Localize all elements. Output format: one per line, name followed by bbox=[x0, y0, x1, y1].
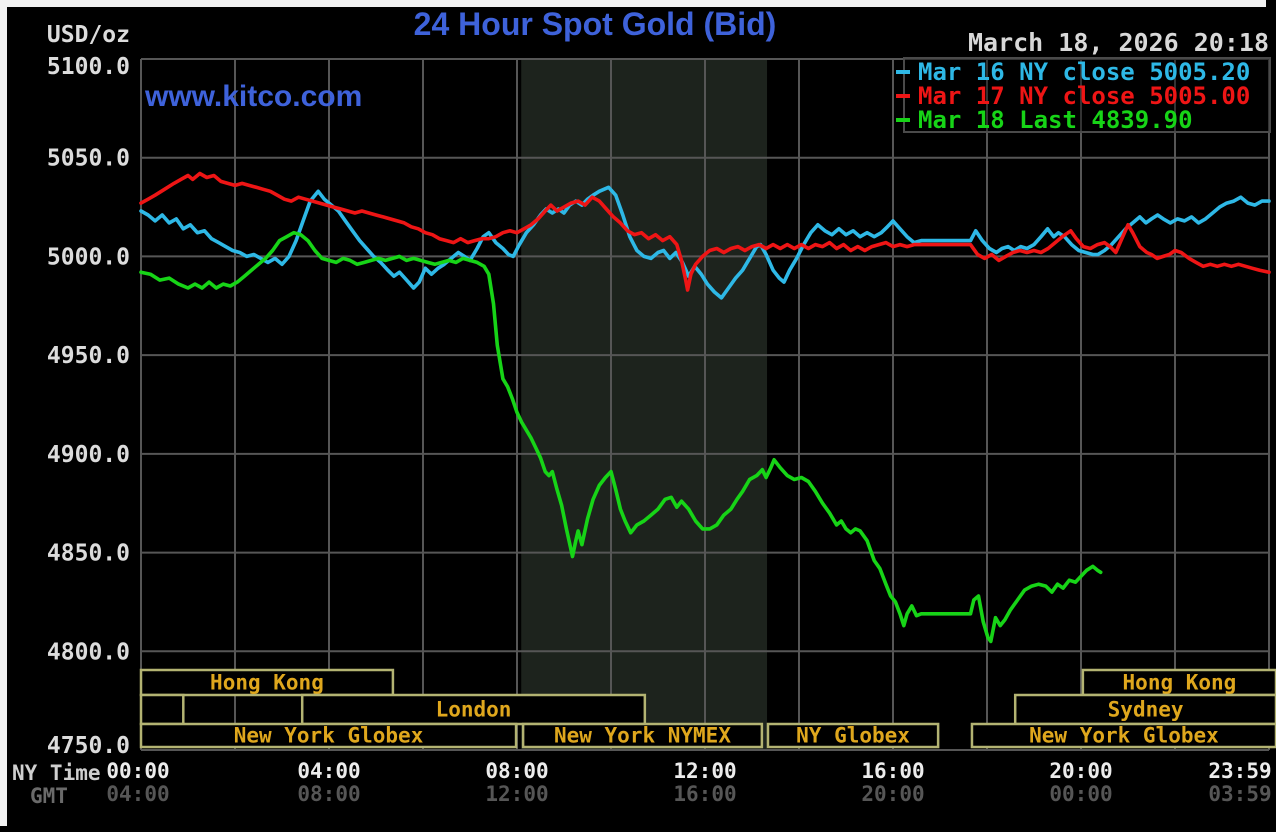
gmt-tick: 04:00 bbox=[106, 782, 169, 806]
session-label: London bbox=[436, 698, 512, 722]
y-tick-label: 4900.0 bbox=[47, 442, 130, 468]
ny-time-tick: 20:00 bbox=[1049, 759, 1112, 783]
gmt-tick: 12:00 bbox=[485, 782, 548, 806]
session-label: New York Globex bbox=[234, 724, 424, 748]
gmt-tick: 16:00 bbox=[673, 782, 736, 806]
gmt-axis-label: GMT bbox=[30, 784, 68, 808]
legend-label: Mar 18 Last 4839.90 bbox=[918, 106, 1193, 134]
legend-line-marker-red bbox=[896, 94, 910, 98]
legend-item-mar17: Mar 17 NY close 5005.00 bbox=[896, 84, 1269, 108]
y-tick-label: 4750.0 bbox=[47, 733, 130, 759]
y-axis-unit-label: USD/oz bbox=[46, 22, 130, 48]
gmt-tick: 03:59 bbox=[1208, 782, 1271, 806]
chart-title: 24 Hour Spot Gold (Bid) bbox=[413, 6, 777, 42]
session-box-london bbox=[300, 693, 647, 726]
session-label: Hong Kong bbox=[210, 671, 324, 695]
session-label: Hong Kong bbox=[1123, 671, 1237, 695]
gmt-tick: 08:00 bbox=[297, 782, 360, 806]
legend-line-marker-green bbox=[896, 118, 910, 122]
ny-time-tick: 12:00 bbox=[673, 759, 736, 783]
y-tick-label: 4850.0 bbox=[47, 541, 130, 567]
ny-time-tick: 08:00 bbox=[485, 759, 548, 783]
y-tick-label: 5050.0 bbox=[47, 146, 130, 172]
price-series-mar-18-last bbox=[139, 230, 1103, 644]
session-label: NY Globex bbox=[796, 724, 910, 748]
session-box-new-york-nymex bbox=[521, 722, 764, 749]
nymex-session-shade bbox=[521, 59, 768, 750]
price-series-mar-17-ny-close bbox=[139, 171, 1271, 292]
session-box-ny-globex bbox=[766, 722, 940, 749]
gmt-tick: 20:00 bbox=[861, 782, 924, 806]
ny-time-tick: 16:00 bbox=[861, 759, 924, 783]
page-frame-top bbox=[0, 0, 1266, 7]
ny-time-axis-label: NY Time bbox=[12, 761, 101, 785]
session-box-overnight bbox=[139, 693, 185, 726]
y-tick-label: 5100.0 bbox=[47, 54, 130, 80]
legend-box: Mar 16 NY close 5005.20 Mar 17 NY close … bbox=[896, 57, 1271, 133]
legend-label: Mar 17 NY close 5005.00 bbox=[918, 82, 1251, 110]
y-tick-label: 4950.0 bbox=[47, 343, 130, 369]
session-box-new-york-globex bbox=[139, 722, 518, 749]
y-tick-label: 4800.0 bbox=[47, 639, 130, 665]
page-frame-left bbox=[0, 0, 7, 826]
kitco-watermark: www.kitco.com bbox=[145, 80, 363, 113]
session-label: New York Globex bbox=[1029, 724, 1219, 748]
ny-time-tick: 00:00 bbox=[106, 759, 169, 783]
ny-time-tick: 23:59 bbox=[1208, 759, 1271, 783]
session-label: Sydney bbox=[1108, 698, 1184, 722]
gmt-tick: 00:00 bbox=[1049, 782, 1112, 806]
session-box-hong-kong bbox=[139, 668, 395, 697]
legend-label: Mar 16 NY close 5005.20 bbox=[918, 58, 1251, 86]
ny-time-tick: 04:00 bbox=[297, 759, 360, 783]
legend-item-mar16: Mar 16 NY close 5005.20 bbox=[896, 60, 1269, 84]
y-tick-label: 5000.0 bbox=[47, 244, 130, 270]
session-label: New York NYMEX bbox=[554, 724, 731, 748]
session-box-new-york-globex bbox=[970, 722, 1276, 749]
session-box-sydney bbox=[1013, 693, 1276, 726]
legend-line-marker-cyan bbox=[896, 70, 910, 74]
chart-timestamp: March 18, 2026 20:18 bbox=[967, 28, 1269, 57]
session-box-hong-kong bbox=[1081, 668, 1276, 697]
legend-item-mar18: Mar 18 Last 4839.90 bbox=[896, 108, 1269, 132]
